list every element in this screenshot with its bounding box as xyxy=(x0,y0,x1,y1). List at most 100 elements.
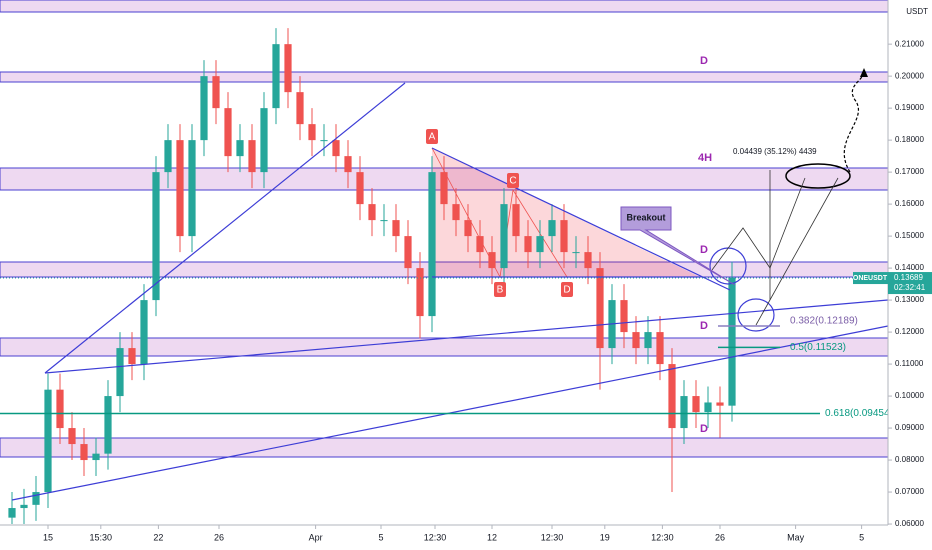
x-tick-label: Apr xyxy=(309,532,323,542)
x-tick-label: 26 xyxy=(715,532,725,542)
candle-body xyxy=(488,252,496,269)
point-label: A xyxy=(429,132,436,143)
arrow-head xyxy=(860,68,868,77)
point-box xyxy=(426,129,438,144)
measure-label: 0.04439 (35.12%) 4439 xyxy=(733,147,817,156)
candle-body xyxy=(260,108,268,173)
candle-body xyxy=(704,402,712,413)
symbol-label: ONEUSDT xyxy=(853,275,888,282)
candle-body xyxy=(548,220,556,237)
candle-body xyxy=(68,428,76,445)
y-tick-label: 0.08000 xyxy=(895,455,924,464)
zone xyxy=(0,0,889,13)
x-tick-label: 5 xyxy=(378,532,383,542)
candle-body xyxy=(80,444,88,461)
candle-body xyxy=(176,140,184,237)
projection xyxy=(711,177,806,271)
candle-body xyxy=(284,44,292,93)
currency-label: USDT xyxy=(906,7,928,16)
target-mark xyxy=(785,163,851,189)
breakout-label: Breakout xyxy=(626,212,665,222)
candle-body xyxy=(656,332,664,365)
x-tick-label: 26 xyxy=(214,532,224,542)
candle-body xyxy=(572,252,580,254)
y-tick-label: 0.06000 xyxy=(895,519,924,528)
candle-body xyxy=(596,268,604,349)
symbol-box xyxy=(853,272,888,285)
y-tick-label: 0.09000 xyxy=(895,423,924,432)
candle-body xyxy=(404,236,412,269)
candle-body xyxy=(320,140,328,142)
candle-body xyxy=(116,348,124,397)
point-box xyxy=(507,173,519,188)
y-tick-label: 0.12000 xyxy=(895,327,924,336)
candle-body xyxy=(188,140,196,237)
x-tick-label: 22 xyxy=(153,532,163,542)
last-price-label: 0.13689 xyxy=(894,273,923,282)
candle-body xyxy=(440,172,448,205)
breakout-callout xyxy=(620,206,736,286)
trend-line xyxy=(44,82,406,374)
x-tick-label: 12:30 xyxy=(651,532,674,542)
candle-body xyxy=(200,76,208,141)
fib-label: 0.382(0.12189) xyxy=(790,316,858,327)
candle-body xyxy=(356,172,364,205)
projection xyxy=(755,177,839,326)
candle-body xyxy=(560,220,568,253)
y-tick-label: 0.13000 xyxy=(895,295,924,304)
x-tick-label: May xyxy=(787,532,805,542)
candle-body xyxy=(212,76,220,109)
y-tick-label: 0.11000 xyxy=(895,359,924,368)
candle-body xyxy=(392,220,400,237)
candle-body xyxy=(308,124,316,141)
candle-body xyxy=(716,402,724,406)
point-label: D xyxy=(563,285,570,296)
candle-body xyxy=(464,220,472,237)
circle-mark xyxy=(737,298,775,332)
candle-body xyxy=(368,204,376,221)
candle-body xyxy=(128,348,136,365)
candle-body xyxy=(668,364,676,429)
x-tick-label: 12 xyxy=(487,532,497,542)
candle-body xyxy=(536,236,544,253)
candle-body xyxy=(236,140,244,157)
timeframe-label: 4H xyxy=(698,152,712,164)
candle-body xyxy=(248,140,256,173)
candle-body xyxy=(20,504,28,509)
candle-body xyxy=(164,140,172,173)
candle-body xyxy=(8,508,16,518)
candle-body xyxy=(32,492,40,505)
candles xyxy=(8,28,736,525)
candle-body xyxy=(728,277,736,406)
zone-label: D xyxy=(700,244,708,256)
candle-body xyxy=(416,268,424,317)
y-tick-label: 0.18000 xyxy=(895,135,924,144)
zone xyxy=(0,437,889,458)
candle-body xyxy=(452,204,460,221)
candle-body xyxy=(644,332,652,349)
x-tick-label: 12:30 xyxy=(541,532,564,542)
candle-body xyxy=(296,92,304,125)
trend-line xyxy=(431,147,731,291)
price-box xyxy=(888,272,932,295)
candle-body xyxy=(680,396,688,429)
candle-body xyxy=(512,204,520,237)
candle-body xyxy=(272,44,280,109)
candle-body xyxy=(44,389,52,493)
y-tick-label: 0.10000 xyxy=(895,391,924,400)
fib-label: 0.618(0.09454) xyxy=(825,408,893,419)
candle-body xyxy=(332,140,340,157)
candle-body xyxy=(56,389,64,429)
zone-label: D xyxy=(700,423,708,435)
countdown-label: 02:32:41 xyxy=(894,283,926,292)
candle-body xyxy=(524,236,532,253)
y-tick-label: 0.19000 xyxy=(895,103,924,112)
y-tick-label: 0.20000 xyxy=(895,71,924,80)
x-tick-label: 19 xyxy=(600,532,610,542)
y-tick-label: 0.14000 xyxy=(895,263,924,272)
point-box xyxy=(494,282,506,297)
candle-body xyxy=(476,236,484,253)
point-box xyxy=(561,282,573,297)
zone-label: D xyxy=(700,55,708,67)
